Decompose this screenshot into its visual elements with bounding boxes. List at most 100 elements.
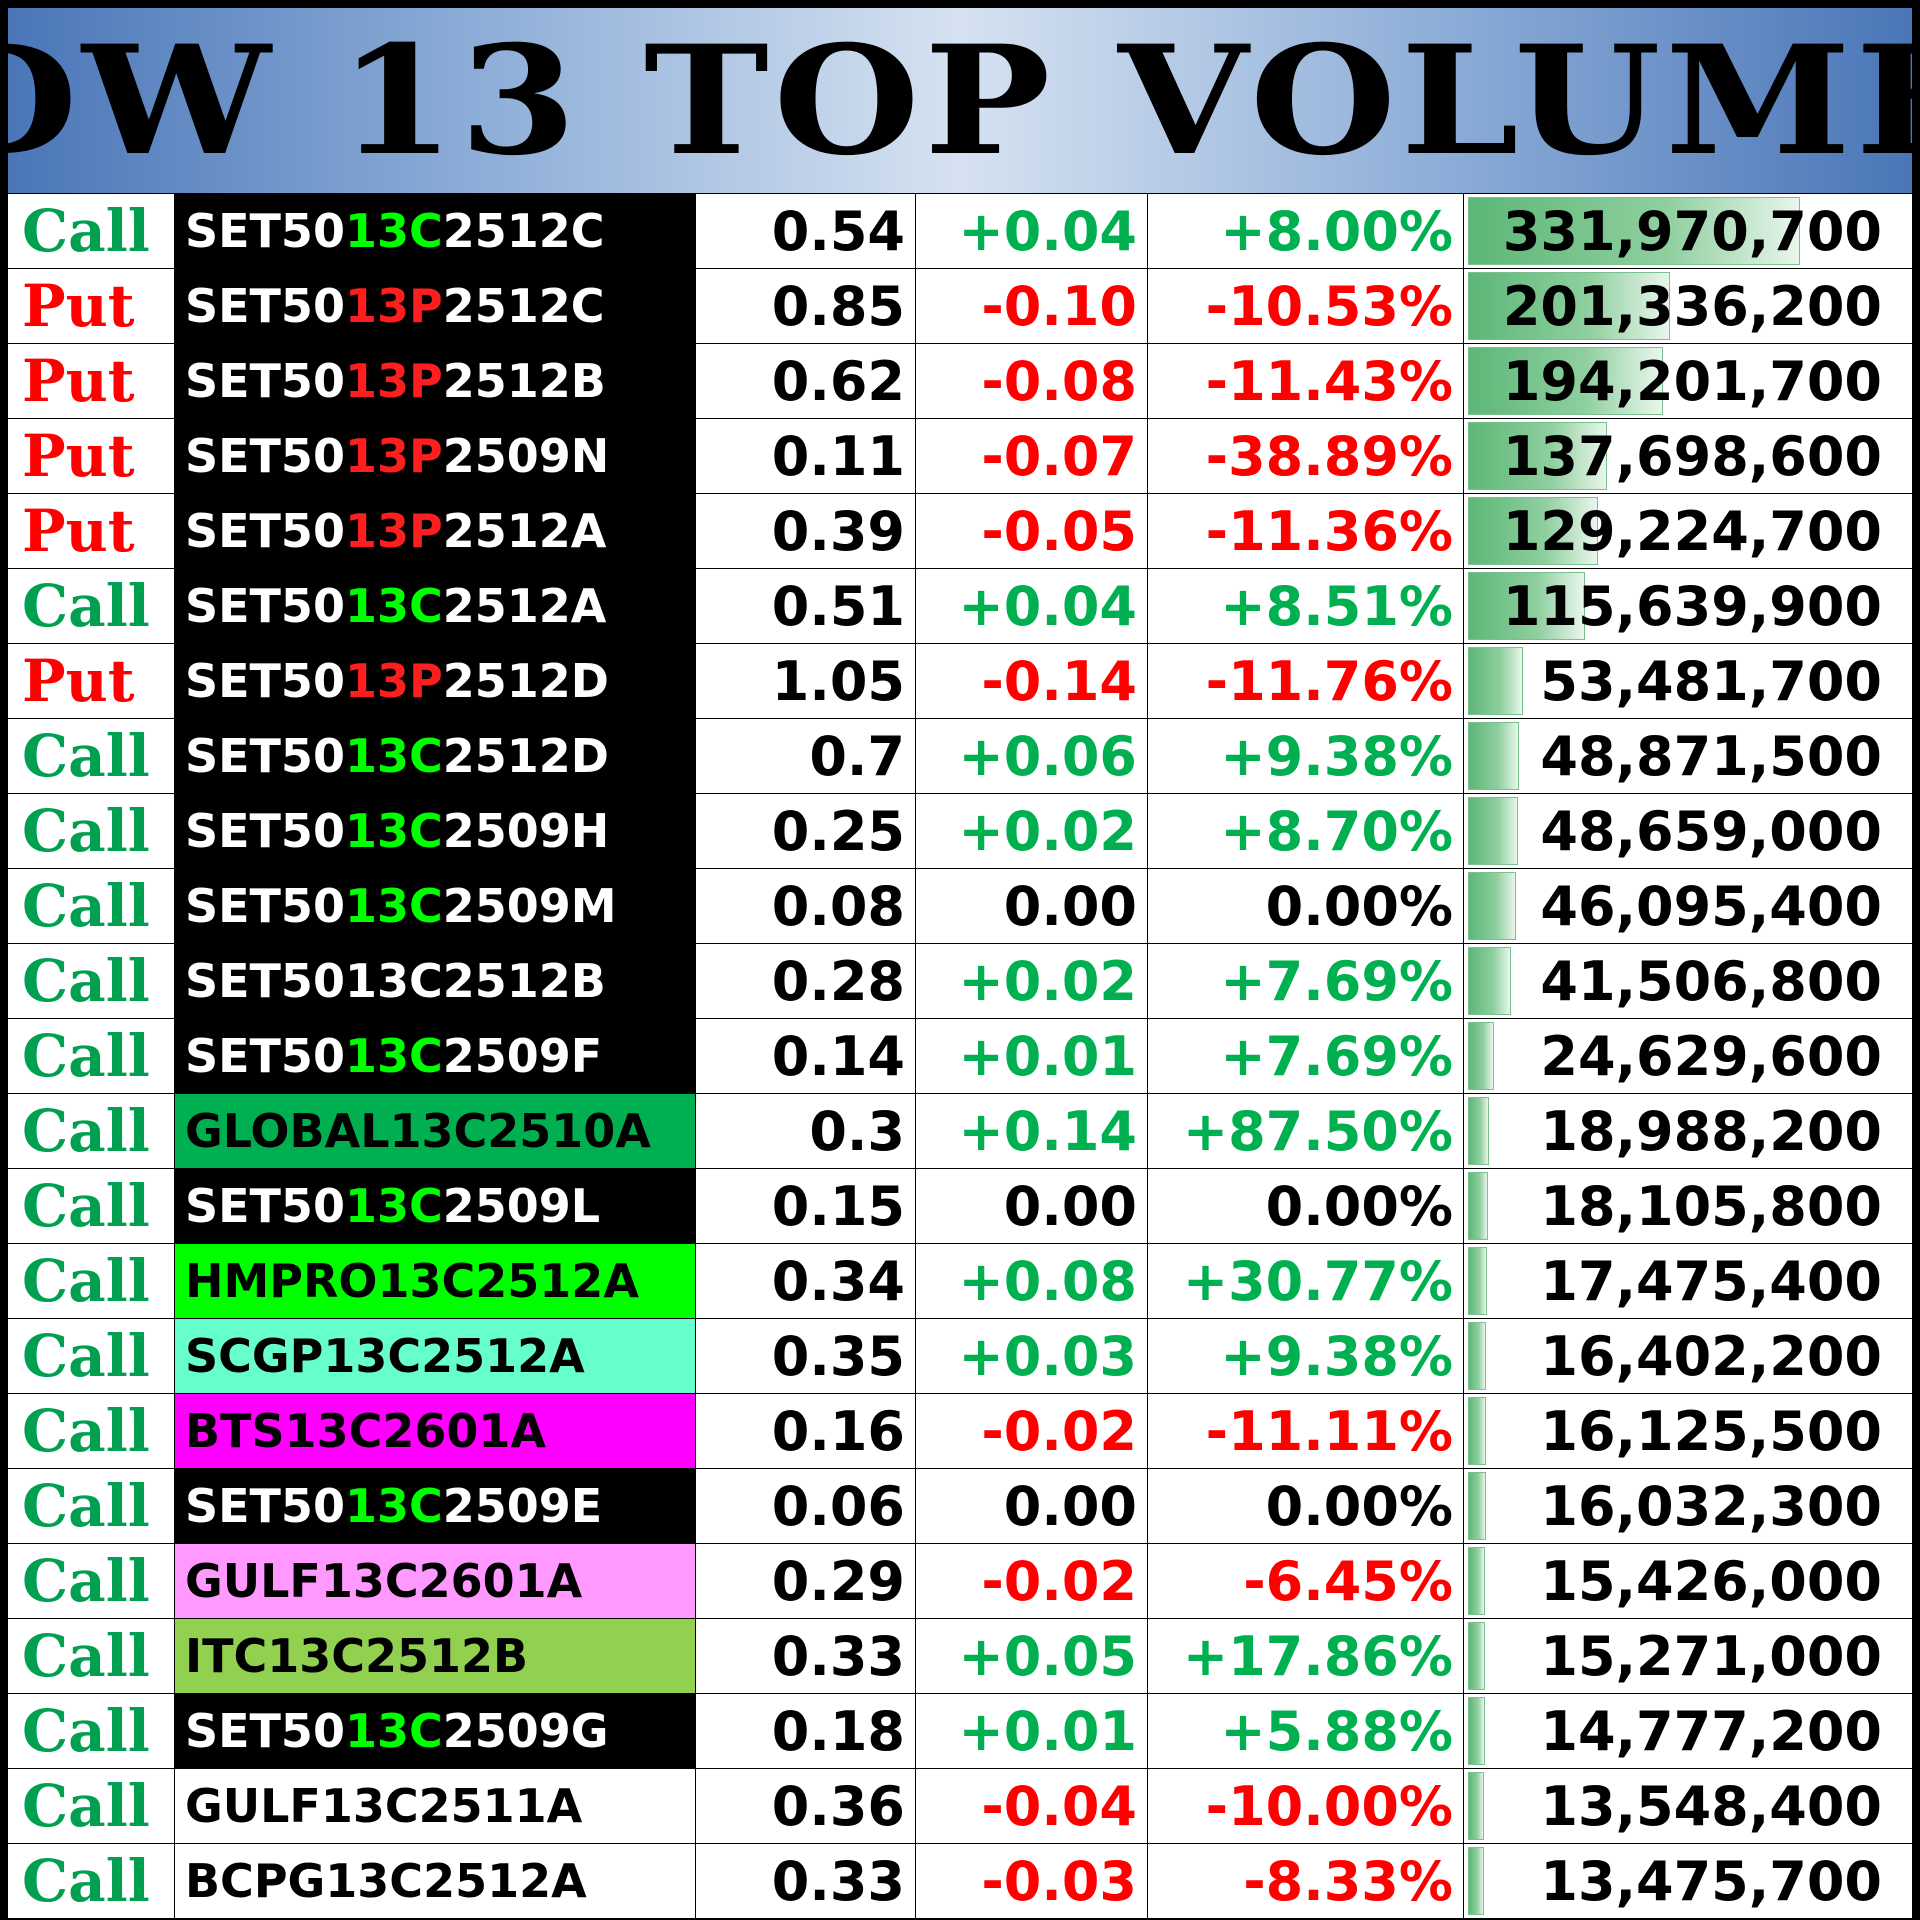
warrant-symbol: GULF13C2511A: [175, 1769, 695, 1843]
symbol-suffix: 2512C: [442, 204, 605, 258]
symbol-suffix: 2509H: [442, 804, 610, 858]
percent-change: +9.38%: [1148, 719, 1463, 793]
symbol-suffix: 2512D: [442, 654, 609, 708]
page-title: DW 13 TOP VOLUME: [0, 12, 1920, 189]
price-change: +0.03: [916, 1319, 1147, 1393]
symbol-prefix: SET50: [185, 579, 345, 633]
symbol-series: 13C: [344, 1704, 443, 1758]
percent-change: +5.88%: [1148, 1694, 1463, 1768]
volume-bar: [1468, 1397, 1486, 1465]
price-change: +0.14: [916, 1094, 1147, 1168]
symbol-suffix: 2512D: [442, 729, 609, 783]
symbol-prefix: HMPRO13C2512A: [185, 1254, 639, 1308]
volume-cell: 18,988,200: [1464, 1094, 1912, 1168]
table-row: Put SET50 13P 2512D 1.05 -0.14 -11.76% 53,481,7…: [8, 644, 1912, 718]
volume-cell: 15,426,000: [1464, 1544, 1912, 1618]
symbol-suffix: 2512A: [442, 579, 607, 633]
percent-change: 0.00%: [1148, 1169, 1463, 1243]
percent-change: +7.69%: [1148, 944, 1463, 1018]
option-type: Call: [8, 719, 174, 793]
option-type: Call: [8, 1469, 174, 1543]
table-row: Call SCGP13C2512A 0.35 +0.03 +9.38% 16,402,20…: [8, 1319, 1912, 1393]
percent-change: -11.36%: [1148, 494, 1463, 568]
table-row: Call HMPRO13C2512A 0.34 +0.08 +30.77% 17,475,…: [8, 1244, 1912, 1318]
price-change: -0.14: [916, 644, 1147, 718]
volume-cell: 48,871,500: [1464, 719, 1912, 793]
option-type: Call: [8, 1169, 174, 1243]
option-type: Call: [8, 194, 174, 268]
table-row: Put SET50 13P 2512A 0.39 -0.05 -11.36% 129,224,…: [8, 494, 1912, 568]
volume-value: 14,777,200: [1540, 1699, 1882, 1763]
symbol-prefix: SET50: [185, 1179, 345, 1233]
symbol-series: 13C: [344, 729, 443, 783]
volume-cell: 46,095,400: [1464, 869, 1912, 943]
table-row: Call SET50 13C 2509L 0.15 0.00 0.00% 18,105,800: [8, 1169, 1912, 1243]
table-row: Call GLOBAL13C2510A 0.3 +0.14 +87.50% 18,988,…: [8, 1094, 1912, 1168]
symbol-prefix: SET50: [185, 429, 345, 483]
option-type: Put: [8, 419, 174, 493]
warrant-symbol: SET50 13C 2509L: [175, 1169, 695, 1243]
percent-change: -11.11%: [1148, 1394, 1463, 1468]
volume-cell: 18,105,800: [1464, 1169, 1912, 1243]
table-row: Call BCPG13C2512A 0.33 -0.03 -8.33% 13,475,70…: [8, 1844, 1912, 1918]
option-type: Put: [8, 644, 174, 718]
last-price: 0.18: [696, 1694, 915, 1768]
last-price: 0.33: [696, 1844, 915, 1918]
volume-value: 16,402,200: [1540, 1324, 1882, 1388]
volume-value: 48,871,500: [1540, 724, 1882, 788]
option-type: Call: [8, 1694, 174, 1768]
last-price: 0.51: [696, 569, 915, 643]
percent-change: +7.69%: [1148, 1019, 1463, 1093]
last-price: 0.14: [696, 1019, 915, 1093]
percent-change: -6.45%: [1148, 1544, 1463, 1618]
table-row: Call SET50 13C 2509H 0.25 +0.02 +8.70% 48,659,0…: [8, 794, 1912, 868]
volume-value: 17,475,400: [1540, 1249, 1882, 1313]
symbol-series: 13P: [344, 354, 443, 408]
volume-value: 201,336,200: [1502, 274, 1882, 338]
volume-cell: 48,659,000: [1464, 794, 1912, 868]
warrant-symbol: SET50 13C 2509E: [175, 1469, 695, 1543]
warrant-symbol: BTS13C2601A: [175, 1394, 695, 1468]
table-row: Call SET50 13C 2512A 0.51 +0.04 +8.51% 115,639,…: [8, 569, 1912, 643]
last-price: 0.15: [696, 1169, 915, 1243]
table-row: Call GULF13C2601A 0.29 -0.02 -6.45% 15,426,00…: [8, 1544, 1912, 1618]
percent-change: -11.76%: [1148, 644, 1463, 718]
warrant-symbol: SET50 13C 2509G: [175, 1694, 695, 1768]
table-row: Call ITC13C2512B 0.33 +0.05 +17.86% 15,271,00…: [8, 1619, 1912, 1693]
price-change: +0.02: [916, 944, 1147, 1018]
symbol-series: 13P: [344, 654, 443, 708]
volume-cell: 41,506,800: [1464, 944, 1912, 1018]
table-row: Call SET50 13C 2509F 0.14 +0.01 +7.69% 24,629,6…: [8, 1019, 1912, 1093]
volume-cell: 16,032,300: [1464, 1469, 1912, 1543]
volume-value: 18,105,800: [1540, 1174, 1882, 1238]
volume-value: 115,639,900: [1502, 574, 1882, 638]
percent-change: -11.43%: [1148, 344, 1463, 418]
volume-value: 13,475,700: [1540, 1849, 1882, 1913]
symbol-series: 13C: [344, 1479, 443, 1533]
volume-value: 16,125,500: [1540, 1399, 1882, 1463]
table-row: Call SET50 13C 2509M 0.08 0.00 0.00% 46,095,400: [8, 869, 1912, 943]
symbol-prefix: SET50: [185, 1704, 345, 1758]
warrant-symbol: SET50 13C 2512A: [175, 569, 695, 643]
warrant-symbol: SET50 13C 2509H: [175, 794, 695, 868]
volume-cell: 129,224,700: [1464, 494, 1912, 568]
symbol-prefix: SET50: [185, 1029, 345, 1083]
price-change: +0.02: [916, 794, 1147, 868]
symbol-prefix: SET50: [185, 1479, 345, 1533]
percent-change: +30.77%: [1148, 1244, 1463, 1318]
percent-change: 0.00%: [1148, 869, 1463, 943]
volume-cell: 15,271,000: [1464, 1619, 1912, 1693]
option-type: Call: [8, 869, 174, 943]
percent-change: +9.38%: [1148, 1319, 1463, 1393]
volume-cell: 13,475,700: [1464, 1844, 1912, 1918]
symbol-suffix: 2512C: [442, 279, 605, 333]
volume-cell: 16,125,500: [1464, 1394, 1912, 1468]
volume-bar: [1468, 272, 1670, 340]
volume-cell: 17,475,400: [1464, 1244, 1912, 1318]
last-price: 0.7: [696, 719, 915, 793]
price-change: -0.08: [916, 344, 1147, 418]
price-change: -0.07: [916, 419, 1147, 493]
warrant-symbol: SET50 13C 2509F: [175, 1019, 695, 1093]
option-type: Call: [8, 1319, 174, 1393]
